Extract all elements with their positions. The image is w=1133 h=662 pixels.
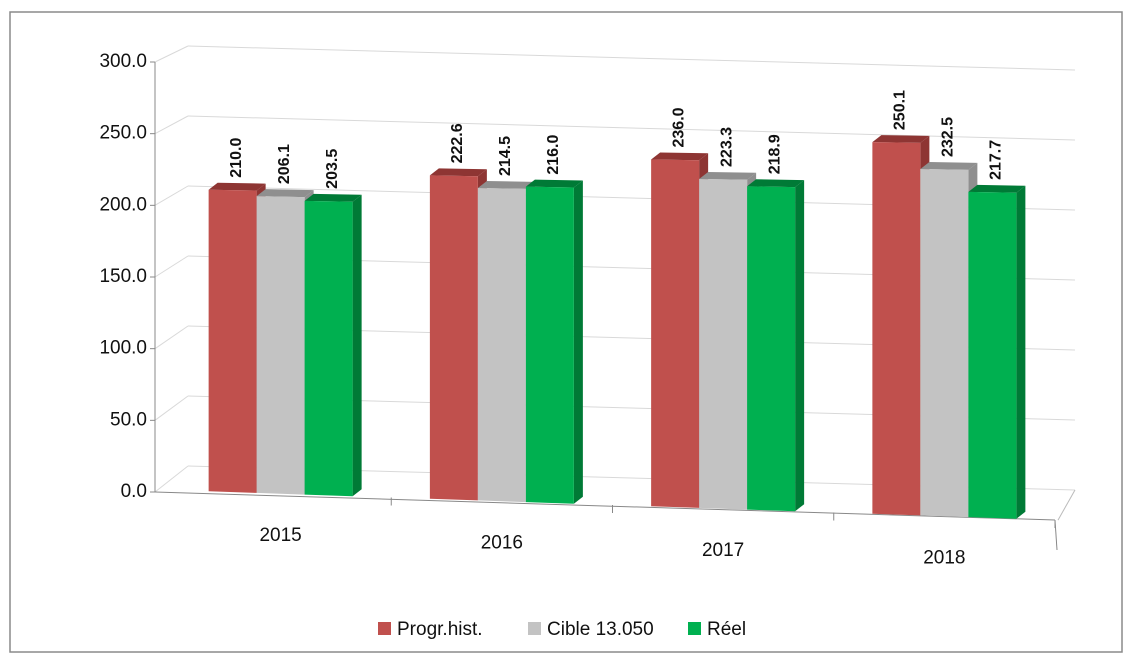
bar-side xyxy=(1016,185,1026,519)
legend-label: Progr.hist. xyxy=(397,619,483,640)
y-tick-label: 100.0 xyxy=(99,338,147,359)
bar xyxy=(968,191,1017,519)
grid-line xyxy=(154,185,189,206)
value-label: 250.1 xyxy=(892,90,909,130)
y-tick-label: 300.0 xyxy=(99,51,147,72)
grid-line xyxy=(187,45,1076,71)
value-label: 232.5 xyxy=(940,117,957,157)
value-label: 223.3 xyxy=(718,127,735,167)
bar xyxy=(651,159,700,508)
bar xyxy=(256,196,305,495)
value-label: 236.0 xyxy=(670,107,687,147)
legend-label: Réel xyxy=(707,619,746,640)
bar-top xyxy=(429,168,487,177)
grid-line xyxy=(154,45,189,63)
grid-line xyxy=(154,465,189,493)
legend-swatch xyxy=(378,622,391,635)
x-tick-label: 2018 xyxy=(923,547,965,568)
bar-side xyxy=(795,180,805,512)
value-label: 203.5 xyxy=(324,149,341,189)
bar-top xyxy=(525,179,583,188)
floor-edge xyxy=(1057,489,1076,521)
x-tick-label: 2017 xyxy=(702,540,744,561)
bar-top xyxy=(747,179,805,188)
grid-line xyxy=(154,255,189,278)
bar xyxy=(525,186,574,504)
bar xyxy=(747,186,796,512)
x-tick-label: 2016 xyxy=(481,532,523,553)
bar-top xyxy=(304,193,362,202)
y-tick-label: 150.0 xyxy=(99,266,147,287)
x-axis xyxy=(154,491,1056,521)
bar xyxy=(872,142,921,516)
x-tick-label: 2015 xyxy=(259,525,301,546)
bar-top xyxy=(477,181,535,189)
legend-swatch xyxy=(688,622,701,635)
grid-line xyxy=(154,325,189,350)
value-label: 214.5 xyxy=(497,136,514,176)
bar-top xyxy=(208,182,266,191)
bar-top xyxy=(968,184,1026,193)
bar-top xyxy=(699,171,757,180)
bar xyxy=(429,175,478,501)
bar xyxy=(304,200,353,497)
value-label: 210.0 xyxy=(228,138,245,178)
y-tick-label: 0.0 xyxy=(121,481,147,502)
legend-swatch xyxy=(528,622,541,635)
y-tick-label: 50.0 xyxy=(110,409,147,430)
value-label: 216.0 xyxy=(545,135,562,175)
bar-top xyxy=(872,135,930,143)
bar-side xyxy=(573,180,583,504)
bar xyxy=(920,169,969,518)
bar-top xyxy=(256,189,314,198)
bar-top xyxy=(920,162,978,170)
bar-top xyxy=(651,152,709,161)
bar xyxy=(477,188,526,503)
value-label: 217.7 xyxy=(988,140,1005,180)
value-label: 222.6 xyxy=(449,123,466,163)
grid-line xyxy=(154,395,189,421)
value-label: 218.9 xyxy=(766,134,783,174)
y-tick-label: 200.0 xyxy=(99,194,147,215)
bar xyxy=(699,178,748,510)
legend-label: Cible 13.050 xyxy=(547,619,654,640)
bar-side xyxy=(352,194,362,497)
y-tick-label: 250.0 xyxy=(99,123,147,144)
bar xyxy=(208,189,257,493)
value-label: 206.1 xyxy=(276,144,293,184)
grid-line xyxy=(154,115,189,135)
